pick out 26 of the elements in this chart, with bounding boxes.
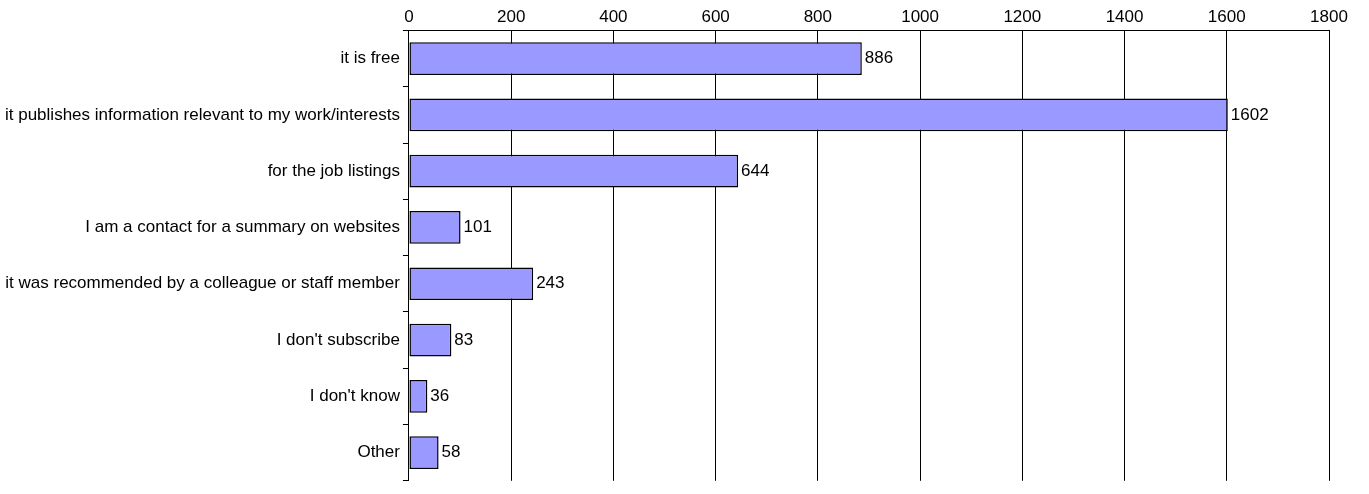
y-tick-label: I don't know [309,386,401,406]
data-label: 243 [536,273,565,293]
x-tick-label: 1600 [1207,6,1246,26]
data-label: 886 [864,48,894,68]
y-tick-label: I don't subscribe [276,329,400,349]
y-tick-label: it publishes information relevant to my work/interests [4,104,400,124]
y-tick-label: for the job listings [267,160,400,180]
data-label: 83 [454,329,474,349]
x-tick-label: 1400 [1105,6,1144,26]
y-tick-label: Other [357,442,401,462]
y-tick-label: I am a contact for a summary on websites [85,217,400,237]
x-tick-label: 400 [599,6,628,26]
x-tick-label: 600 [701,6,730,26]
x-tick-label: 0 [404,6,414,26]
data-label: 1602 [1230,104,1269,124]
data-label: 101 [463,217,492,237]
x-tick-label: 1200 [1003,6,1042,26]
x-tick-label: 200 [496,6,526,26]
y-tick-label: it is free [340,48,400,68]
data-label: 644 [741,160,770,180]
x-tick-label: 1800 [1310,6,1348,26]
x-tick-label: 800 [803,6,833,26]
data-label: 58 [441,442,461,462]
data-label: 36 [430,386,450,406]
x-tick-label: 1000 [901,6,939,26]
y-tick-label: it was recommended by a colleague or staff member [5,273,401,293]
